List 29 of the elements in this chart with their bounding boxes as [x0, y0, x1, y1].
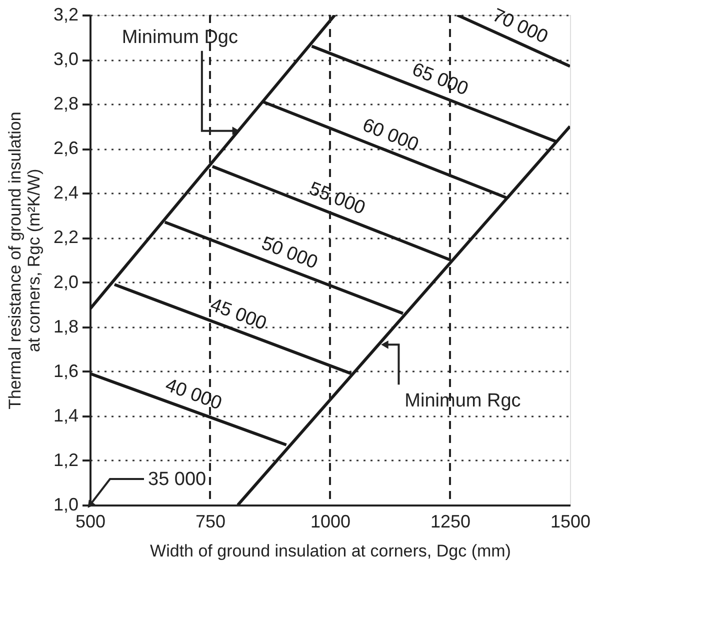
annotation: 35 000: [148, 469, 206, 490]
y-tick-label: 3,2: [53, 4, 78, 24]
x-tick-label: 1250: [430, 512, 471, 532]
text: 55 000: [306, 178, 368, 220]
text: 60 000: [360, 114, 422, 156]
y-tick-label: 2,2: [53, 227, 78, 248]
y-tick-label: 2,4: [53, 182, 78, 203]
y-tick-label: 2,8: [53, 94, 78, 114]
y-tick-label: 1,6: [53, 360, 78, 381]
x-tick-label: 500: [75, 512, 106, 532]
annotation: Minimum Rgc: [404, 390, 521, 412]
y-tick-label: 2,0: [53, 272, 78, 292]
y-tick-label: 3,0: [53, 49, 78, 70]
x-axis-title: Width of ground insulation at corners, Dgc (mm): [150, 542, 511, 560]
text: 65 000: [409, 59, 471, 100]
y-tick-label: 1,8: [53, 316, 78, 336]
y-tick-label: 1,2: [53, 450, 78, 470]
text: 40 000: [162, 374, 224, 414]
y-tick-label: 1,0: [53, 494, 78, 514]
y-axis-title: Thermal resistance of ground insulation at corners, Rgc (m²K/W): [5, 112, 44, 410]
annotation: Minimum Dgc: [122, 26, 238, 48]
text: 50 000: [258, 233, 320, 274]
x-tick-label: 1000: [310, 512, 351, 532]
y-tick-label: 2,6: [53, 138, 78, 158]
x-tick-label: 750: [195, 512, 226, 532]
x-tick-label: 1500: [550, 512, 591, 532]
text: 70 000: [489, 4, 551, 48]
y-tick-label: 1,4: [53, 405, 78, 426]
text: 45 000: [207, 294, 270, 335]
